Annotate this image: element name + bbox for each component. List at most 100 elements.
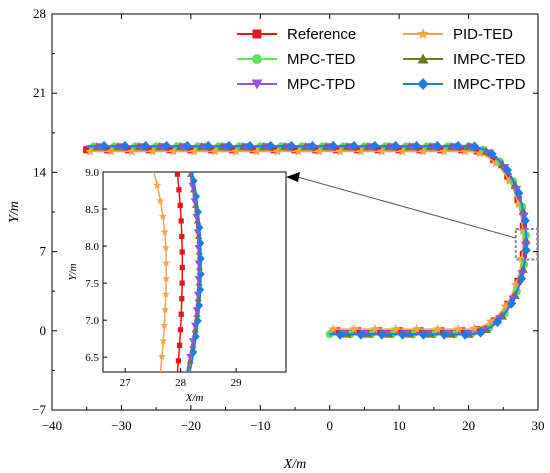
- series-marker: [270, 146, 278, 154]
- series-marker: [99, 140, 109, 152]
- x-tick-label: 20: [462, 418, 475, 433]
- series-marker: [439, 146, 450, 156]
- series-marker: [521, 245, 531, 256]
- series-marker: [490, 158, 501, 168]
- series-marker: [124, 146, 132, 154]
- series-marker: [416, 146, 424, 154]
- series-marker: [376, 146, 387, 156]
- series-marker: [485, 316, 496, 326]
- inset-series-marker: [156, 196, 165, 205]
- series-marker: [210, 146, 221, 156]
- inset-series-marker: [158, 352, 166, 360]
- inset-series-marker: [194, 244, 202, 252]
- series-marker: [187, 146, 195, 154]
- inset-series-marker: [196, 285, 205, 294]
- x-tick-label: −10: [250, 418, 270, 433]
- legend-marker: [417, 28, 429, 39]
- inset-series-marker: [161, 305, 170, 314]
- series-marker: [377, 329, 387, 340]
- inset-series-marker: [193, 229, 201, 236]
- inset-curves: [153, 172, 205, 372]
- series-marker: [353, 146, 362, 154]
- inset-series-marker: [192, 332, 200, 341]
- inset-y-tick-label: 9.0: [85, 167, 99, 179]
- series-marker: [370, 140, 380, 152]
- series-marker: [470, 141, 480, 152]
- series-marker: [166, 146, 174, 154]
- inset-series-marker: [193, 291, 202, 298]
- inset-series-marker: [194, 276, 202, 283]
- series-marker: [490, 156, 498, 164]
- inset-y-tick-label: 8.0: [85, 241, 99, 253]
- series-marker: [333, 146, 341, 154]
- series-marker: [83, 146, 91, 154]
- inset-series-marker: [178, 311, 184, 317]
- y-tick-label: 7: [40, 244, 47, 259]
- legend: Reference PID-TED MPC-TED IMPC-TED MPC-TPD IM…: [237, 26, 526, 93]
- series-marker: [437, 146, 445, 154]
- inset-series-marker: [186, 353, 194, 361]
- series-marker: [208, 146, 216, 154]
- inset-series-marker: [159, 336, 168, 345]
- series-marker: [168, 146, 179, 156]
- inset-series-marker: [175, 358, 181, 364]
- inset-series-marker: [161, 290, 170, 298]
- inset-x-axis-title: X/m: [185, 392, 204, 404]
- series-marker: [514, 188, 524, 199]
- legend-marker: [252, 29, 262, 39]
- inset-series-marker: [197, 239, 205, 248]
- x-tick-label: 0: [326, 418, 333, 433]
- inset-y-tick-label: 7.0: [85, 315, 99, 327]
- series-marker: [437, 327, 445, 335]
- inset-series-marker: [160, 321, 169, 329]
- series-marker: [182, 140, 192, 152]
- series-marker: [374, 146, 382, 154]
- legend-label: MPC-TPD: [287, 76, 355, 93]
- inset-series-marker: [196, 223, 204, 232]
- inset-series-marker: [176, 342, 183, 348]
- x-tick-label: −40: [42, 418, 62, 433]
- legend-label: MPC-TED: [287, 51, 355, 68]
- inset-series-marker: [179, 249, 185, 255]
- series-marker: [512, 185, 522, 194]
- connector-line: [293, 175, 516, 239]
- series-marker: [397, 146, 408, 156]
- series-marker: [189, 146, 200, 156]
- series-marker: [514, 195, 522, 203]
- inset-y-tick-label: 7.5: [85, 278, 99, 290]
- legend-marker: [252, 54, 262, 64]
- series-marker: [502, 165, 512, 176]
- series-marker: [147, 146, 158, 156]
- series-marker: [291, 146, 299, 154]
- series-marker: [251, 146, 262, 156]
- y-tick-label: 28: [33, 6, 46, 21]
- x-tick-label: 10: [393, 418, 406, 433]
- inset-series-marker: [188, 338, 197, 345]
- series-marker: [473, 326, 481, 334]
- inset-zoom-plot: 27 28 29 6.5 7.0 7.5 8.0 8.5 9.0 X/m Y/m: [67, 167, 287, 404]
- inset-series-marker: [174, 172, 181, 177]
- inset-series-marker: [191, 322, 199, 329]
- inset-series-marker: [194, 260, 202, 267]
- inset-series-marker: [192, 192, 201, 201]
- series-marker: [374, 327, 382, 335]
- inset-x-tick-label: 29: [231, 377, 243, 389]
- inset-series-marker: [176, 187, 182, 193]
- inset-series-marker: [162, 274, 171, 282]
- series-marker: [266, 140, 276, 152]
- series-marker: [161, 140, 172, 152]
- series-marker: [293, 146, 304, 156]
- inset-series-marker: [190, 347, 198, 357]
- series-marker: [286, 140, 297, 152]
- series-marker: [460, 146, 470, 156]
- inset-series-marker: [190, 176, 198, 185]
- series-marker: [126, 146, 137, 156]
- inset-series-marker: [195, 301, 204, 310]
- x-tick-label: −20: [181, 418, 201, 433]
- series-marker: [106, 146, 116, 156]
- series-marker: [349, 140, 359, 152]
- series-marker: [504, 172, 512, 180]
- series-marker: [356, 329, 366, 340]
- series-marker: [476, 327, 486, 338]
